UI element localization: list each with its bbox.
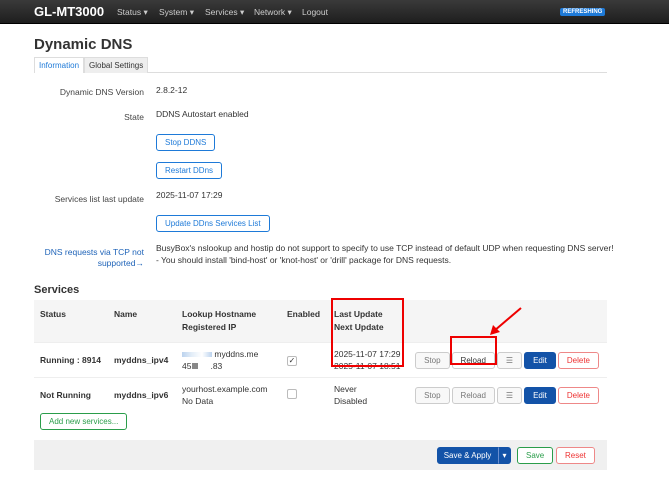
state-label: State bbox=[124, 112, 144, 122]
save-apply-dropdown-icon[interactable]: ▾ bbox=[498, 447, 511, 464]
table-row: Not Running myddns_ipv6 yourhost.example… bbox=[34, 377, 607, 412]
menu-button[interactable]: ☰ bbox=[496, 351, 523, 369]
table-row: Running : 8914 myddns_ipv4 myddns.me 45 .8… bbox=[34, 342, 607, 378]
highlight-box-reload bbox=[450, 336, 497, 365]
services-table: Status Name Lookup Hostname Registered IP… bbox=[34, 300, 607, 412]
col-last-update: Last Update bbox=[334, 309, 383, 319]
row-last-update: Never bbox=[334, 384, 357, 394]
page-title: Dynamic DNS bbox=[34, 36, 133, 53]
menu-services[interactable]: Services ▾ bbox=[205, 7, 245, 17]
add-service-button[interactable]: Add new services... bbox=[40, 413, 128, 430]
tab-bar: Information Global Settings bbox=[34, 57, 607, 73]
menu-logout[interactable]: Logout bbox=[302, 7, 328, 17]
restart-ddns-button[interactable]: Restart DDns bbox=[156, 162, 223, 179]
tcp-message-1: BusyBox's nslookup and hostip do not sup… bbox=[156, 243, 614, 253]
stop-button[interactable]: Stop bbox=[415, 386, 450, 404]
table-header: Status Name Lookup Hostname Registered IP… bbox=[34, 300, 607, 343]
redacted-hostname bbox=[182, 352, 212, 358]
col-lookup: Lookup Hostname bbox=[182, 309, 257, 319]
enabled-checkbox[interactable]: ✓ bbox=[287, 356, 297, 366]
menu-system[interactable]: System ▾ bbox=[159, 7, 194, 17]
tcp-warning-link[interactable]: DNS requests via TCP not supported→ bbox=[44, 247, 144, 268]
row-name: myddns_ipv6 bbox=[108, 377, 176, 412]
menu-button[interactable]: ☰ bbox=[496, 386, 523, 404]
save-button[interactable]: Save bbox=[517, 447, 554, 464]
tab-global-settings[interactable]: Global Settings bbox=[84, 57, 149, 73]
menu-network[interactable]: Network ▾ bbox=[254, 7, 292, 17]
arrow-annotation-icon bbox=[490, 307, 522, 335]
state-value: DDNS Autostart enabled bbox=[156, 109, 249, 119]
row-last-update: 2025-11-07 17:29 bbox=[334, 349, 401, 359]
footer-bar: Save & Apply ▾ Save Reset bbox=[34, 440, 607, 470]
edit-button[interactable]: Edit bbox=[524, 351, 556, 369]
brand-logo[interactable]: GL-MT3000 bbox=[34, 4, 105, 19]
menu-status[interactable]: Status ▾ bbox=[117, 7, 148, 17]
row-name: myddns_ipv4 bbox=[108, 342, 176, 378]
services-heading: Services bbox=[34, 284, 80, 296]
row-host: yourhost.example.com bbox=[182, 384, 268, 394]
row-ip-start: 45 bbox=[182, 361, 192, 371]
edit-button[interactable]: Edit bbox=[524, 386, 556, 404]
col-name: Name bbox=[108, 300, 176, 343]
row-next-update: Disabled bbox=[334, 396, 368, 406]
update-services-list-button[interactable]: Update DDns Services List bbox=[156, 215, 270, 232]
delete-button[interactable]: Delete bbox=[557, 386, 599, 404]
list-update-label: Services list last update bbox=[54, 194, 144, 204]
delete-button[interactable]: Delete bbox=[557, 351, 599, 369]
row-ip: No Data bbox=[182, 396, 214, 406]
row-ip-end: .83 bbox=[210, 361, 223, 371]
enabled-checkbox[interactable] bbox=[287, 388, 297, 399]
tcp-message-2: - You should install 'bind-host' or 'kno… bbox=[156, 255, 452, 265]
top-navbar: GL-MT3000 Status ▾ System ▾ Services ▾ N… bbox=[0, 0, 669, 24]
highlight-box-update-times bbox=[331, 298, 404, 367]
row-status: Running : 8914 bbox=[34, 342, 108, 378]
col-status: Status bbox=[34, 300, 108, 343]
tab-information[interactable]: Information bbox=[34, 57, 85, 73]
stop-ddns-button[interactable]: Stop DDNS bbox=[156, 134, 216, 151]
stop-button[interactable]: Stop bbox=[415, 351, 450, 369]
col-enabled: Enabled bbox=[281, 300, 328, 343]
version-value: 2.8.2-12 bbox=[156, 85, 188, 95]
row-host: myddns.me bbox=[214, 349, 259, 359]
reload-button[interactable]: Reload bbox=[451, 386, 495, 404]
version-label: Dynamic DNS Version bbox=[59, 87, 144, 97]
row-status: Not Running bbox=[34, 377, 108, 412]
refreshing-badge[interactable]: REFRESHING bbox=[560, 8, 606, 16]
list-update-value: 2025-11-07 17:29 bbox=[156, 190, 223, 200]
save-apply-button[interactable]: Save & Apply bbox=[437, 447, 498, 464]
redacted-ip bbox=[192, 363, 199, 369]
reset-button[interactable]: Reset bbox=[556, 447, 595, 464]
col-next-update: Next Update bbox=[334, 322, 384, 332]
col-ip: Registered IP bbox=[182, 322, 237, 332]
